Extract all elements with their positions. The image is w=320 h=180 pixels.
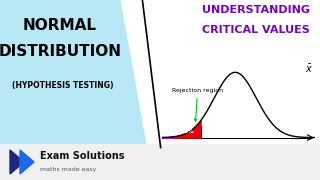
Polygon shape bbox=[0, 0, 147, 148]
Text: Rejection region: Rejection region bbox=[172, 88, 223, 121]
Polygon shape bbox=[20, 150, 34, 174]
Text: Exam Solutions: Exam Solutions bbox=[40, 151, 124, 161]
Text: NORMAL: NORMAL bbox=[23, 18, 97, 33]
Text: DISTRIBUTION: DISTRIBUTION bbox=[0, 44, 121, 59]
Text: (HYPOTHESIS TESTING): (HYPOTHESIS TESTING) bbox=[12, 81, 114, 90]
Text: 5%: 5% bbox=[184, 129, 194, 134]
Polygon shape bbox=[0, 144, 320, 180]
Text: CRITICAL VALUES: CRITICAL VALUES bbox=[202, 24, 310, 35]
Polygon shape bbox=[160, 0, 320, 148]
Text: UNDERSTANDING: UNDERSTANDING bbox=[202, 5, 310, 15]
Text: $\bar{x}$: $\bar{x}$ bbox=[305, 63, 313, 75]
Text: $x_1$: $x_1$ bbox=[196, 144, 205, 155]
Polygon shape bbox=[10, 150, 24, 174]
Text: maths made easy: maths made easy bbox=[40, 168, 96, 172]
